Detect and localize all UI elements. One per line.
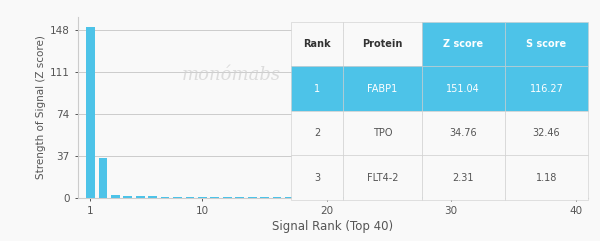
Bar	[459, 197, 468, 198]
Text: FLT4-2: FLT4-2	[367, 173, 398, 183]
Bar	[291, 66, 343, 111]
Bar	[185, 197, 194, 198]
Text: 2.31: 2.31	[452, 173, 474, 183]
Bar	[422, 66, 505, 111]
Bar	[505, 111, 588, 155]
Bar	[422, 111, 505, 155]
Text: 1.18: 1.18	[536, 173, 557, 183]
Bar	[291, 155, 343, 200]
Text: FABP1: FABP1	[367, 84, 397, 94]
Bar	[422, 155, 505, 200]
Bar	[447, 197, 455, 198]
Bar	[86, 27, 95, 198]
Text: S score: S score	[526, 39, 566, 49]
Bar	[148, 196, 157, 198]
Bar	[136, 196, 145, 198]
Bar	[422, 22, 505, 66]
Bar	[260, 197, 269, 198]
Bar	[111, 195, 119, 198]
Text: monómabs: monómabs	[181, 66, 281, 84]
Bar	[310, 197, 319, 198]
Text: TPO: TPO	[373, 128, 392, 138]
Bar	[343, 66, 422, 111]
Bar	[235, 197, 244, 198]
Text: 116.27: 116.27	[529, 84, 563, 94]
Bar	[223, 197, 232, 198]
Text: 32.46: 32.46	[533, 128, 560, 138]
Bar	[161, 197, 169, 198]
Bar	[385, 197, 394, 198]
Bar	[98, 158, 107, 198]
Bar	[291, 111, 343, 155]
Bar	[505, 155, 588, 200]
Text: Z score: Z score	[443, 39, 484, 49]
Text: Protein: Protein	[362, 39, 403, 49]
Bar	[397, 197, 406, 198]
Bar	[298, 197, 306, 198]
Bar	[272, 197, 281, 198]
Bar	[322, 197, 331, 198]
Bar	[291, 22, 343, 66]
Bar	[335, 197, 344, 198]
Text: 34.76: 34.76	[449, 128, 477, 138]
Bar	[434, 197, 443, 198]
Y-axis label: Strength of Signal (Z score): Strength of Signal (Z score)	[35, 35, 46, 179]
Bar	[285, 197, 294, 198]
Bar	[343, 111, 422, 155]
Bar	[360, 197, 368, 198]
Bar	[343, 155, 422, 200]
X-axis label: Signal Rank (Top 40): Signal Rank (Top 40)	[272, 220, 394, 233]
Bar	[347, 197, 356, 198]
Bar	[409, 197, 418, 198]
Bar	[505, 66, 588, 111]
Bar	[198, 197, 207, 198]
Bar	[124, 196, 132, 198]
Bar	[422, 197, 431, 198]
Text: 3: 3	[314, 173, 320, 183]
Bar	[211, 197, 219, 198]
Bar	[372, 197, 381, 198]
Bar	[248, 197, 257, 198]
Text: 1: 1	[314, 84, 320, 94]
Text: 151.04: 151.04	[446, 84, 480, 94]
Bar	[343, 22, 422, 66]
Bar	[173, 197, 182, 198]
Text: 2: 2	[314, 128, 320, 138]
Text: Rank: Rank	[303, 39, 331, 49]
Bar	[505, 22, 588, 66]
